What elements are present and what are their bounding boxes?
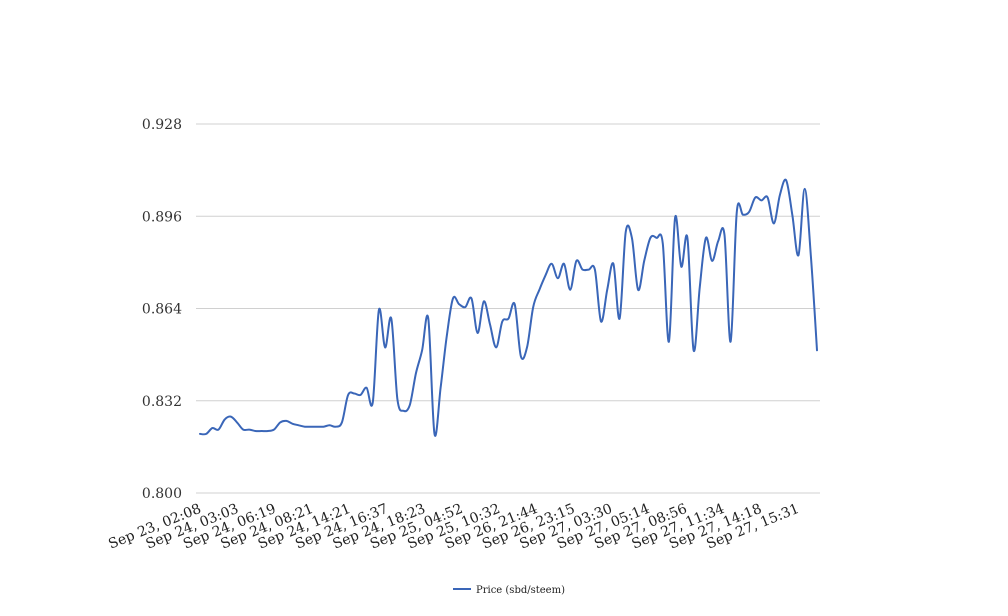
series-line-price bbox=[199, 178, 818, 437]
y-tick-label: 0.864 bbox=[142, 302, 182, 318]
y-tick-label: 0.928 bbox=[142, 117, 182, 133]
y-tick-label: 0.896 bbox=[142, 209, 182, 225]
grid-lines bbox=[196, 123, 820, 494]
y-tick-label: 0.800 bbox=[142, 486, 182, 502]
y-tick-label: 0.832 bbox=[142, 394, 182, 410]
legend: Price (sbd/steem) bbox=[453, 585, 565, 596]
legend-label: Price (sbd/steem) bbox=[476, 585, 565, 596]
y-axis-ticks: 0.800 0.832 0.864 0.896 0.928 bbox=[142, 117, 182, 502]
series-group bbox=[199, 178, 818, 437]
